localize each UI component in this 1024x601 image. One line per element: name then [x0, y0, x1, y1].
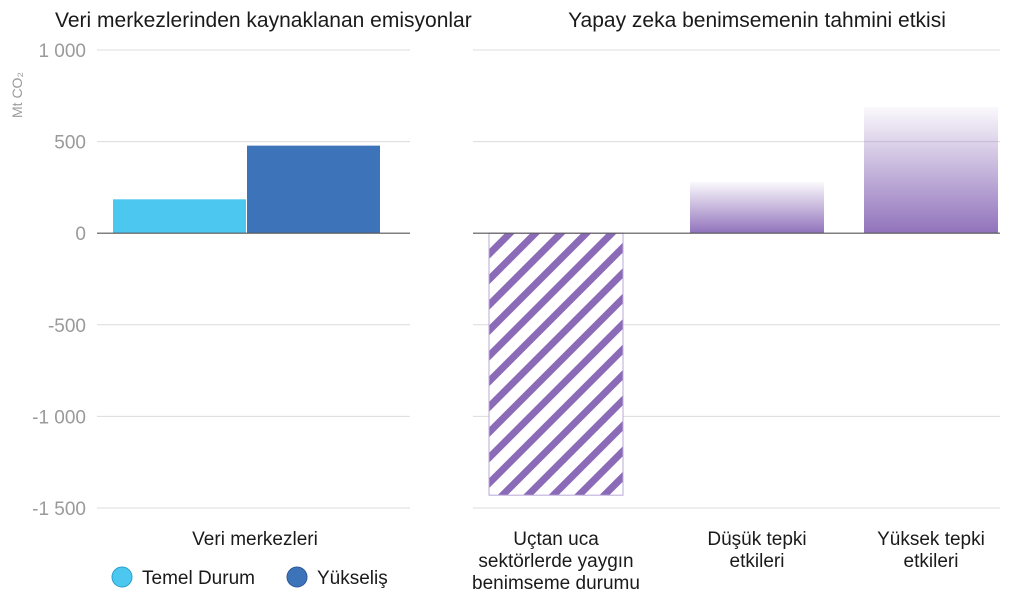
category-label-line: etkileri	[904, 551, 959, 572]
x-category-label-yuksek-tepki: Yüksek tepki etkileri	[877, 529, 985, 572]
x-category-label-yaygin-benimseme: Uçtan uca sektörlerde yaygın benimseme dur…	[472, 529, 640, 594]
bar-yuksek-tepki	[864, 106, 998, 234]
legend-label-yukselis: Yükseliş	[317, 568, 388, 589]
category-label-line: sektörlerde yaygın	[478, 551, 633, 572]
y-tick-label: -500	[48, 316, 86, 337]
right-panel-title: Yapay zeka benimsemenin tahmini etkisi	[568, 9, 946, 32]
legend-marker-temel-durum	[111, 566, 133, 588]
category-label-line: benimseme durumu	[472, 573, 640, 594]
y-tick-label: 1 000	[38, 41, 86, 62]
bar-yukselis	[247, 145, 380, 234]
y-tick-label: 0	[75, 224, 86, 245]
category-label-line: etkileri	[730, 551, 785, 572]
category-label-line: Düşük tepki	[707, 529, 806, 550]
bar-temel-durum	[113, 199, 246, 234]
category-label-line: Uçtan uca	[513, 529, 599, 550]
y-tick-label: 500	[54, 133, 86, 154]
y-tick-label: -1 500	[32, 499, 86, 520]
legend-label-temel-durum: Temel Durum	[142, 568, 255, 589]
legend: Temel Durum Yükseliş	[111, 566, 388, 589]
left-panel-title: Veri merkezlerinden kaynaklanan emisyonl…	[55, 9, 472, 32]
y-axis-unit: Mt CO₂	[9, 72, 25, 118]
x-category-label-dusuk-tepki: Düşük tepki etkileri	[707, 529, 806, 572]
bar-dusuk-tepki	[690, 181, 824, 234]
x-category-label-veri-merkezleri: Veri merkezleri	[192, 529, 318, 550]
legend-marker-yukselis	[286, 566, 308, 588]
y-tick-label: -1 000	[32, 407, 86, 428]
bar-yaygin-benimseme	[488, 232, 624, 496]
category-label-line: Yüksek tepki	[877, 529, 985, 550]
